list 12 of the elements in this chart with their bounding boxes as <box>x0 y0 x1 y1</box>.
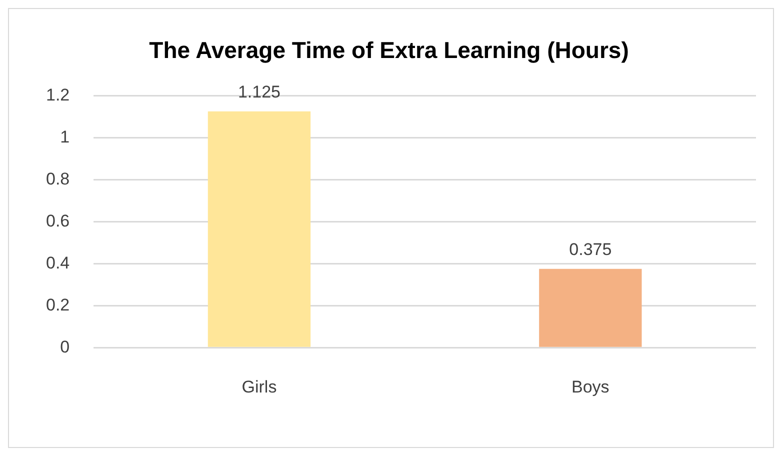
chart-title: The Average Time of Extra Learning (Hours) <box>149 37 629 64</box>
data-label: 0.375 <box>569 240 612 260</box>
x-tick-label: Boys <box>572 377 610 396</box>
y-tick-label: 0.6 <box>46 211 70 230</box>
y-tick-label: 0.4 <box>46 253 70 272</box>
x-tick-label: Girls <box>242 377 277 396</box>
data-label: 1.125 <box>238 82 280 102</box>
y-tick-label: 1.2 <box>46 85 70 104</box>
y-tick-label: 0.2 <box>46 295 70 314</box>
y-tick-label: 0.8 <box>46 169 70 188</box>
y-tick-label: 0 <box>60 337 70 356</box>
y-tick-label: 1 <box>60 127 70 146</box>
